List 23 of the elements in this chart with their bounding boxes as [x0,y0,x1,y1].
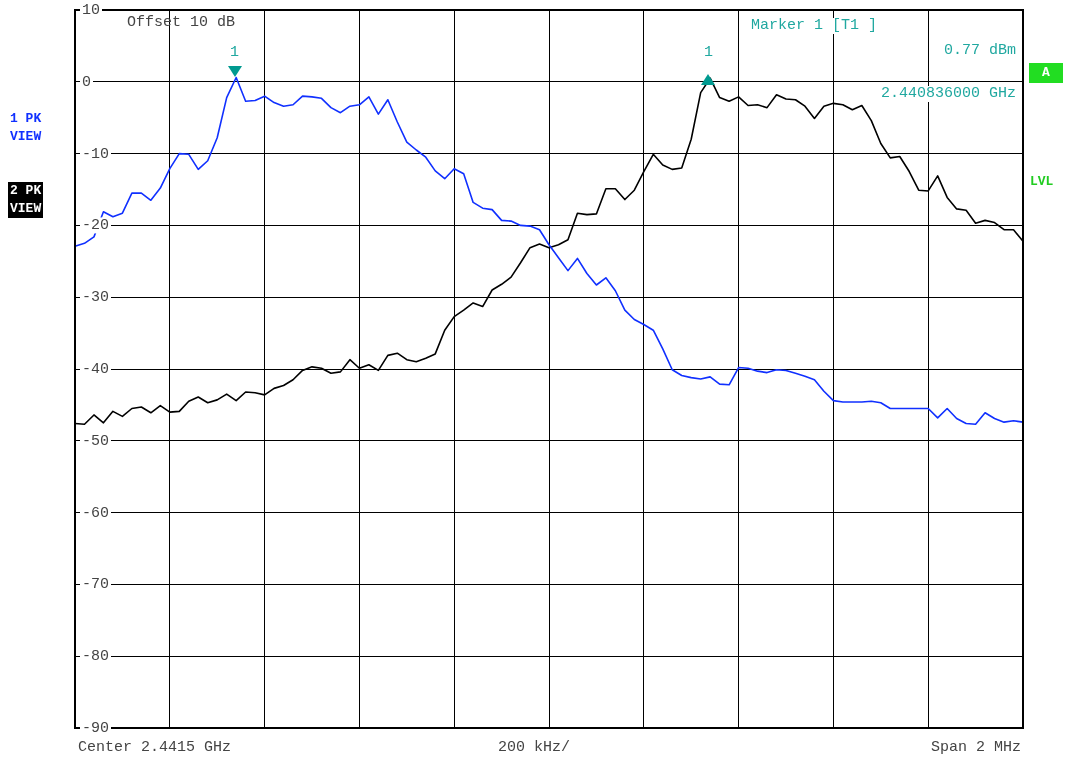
text: 200 kHz/ [498,739,571,756]
annotation: Marker 1 [T1 ] [751,17,878,34]
y-tick-label: -90 [82,719,110,737]
y-tick-label: 0 [82,73,92,91]
y-tick-label: -40 [82,360,110,378]
text: 2 PK VIEW [10,182,42,218]
annotation: 1 [704,44,714,61]
text: A [1029,63,1063,83]
annotation: 1 [230,44,240,61]
text: 1 PK VIEW [10,110,42,146]
y-tick-label: -60 [82,504,110,522]
y-tick-label: -80 [82,648,110,666]
y-tick-label: -50 [82,432,110,450]
annotation: 0.77 dBm [943,42,1016,59]
text: Span 2 MHz [930,739,1021,756]
y-tick-label: -30 [82,289,110,307]
y-tick-label: -10 [82,145,110,163]
y-tick-label: -20 [82,217,110,235]
y-tick-label: 10 [82,1,101,19]
text: Center 2.4415 GHz [78,739,232,756]
text: LVL [1030,174,1054,190]
y-tick-label: -70 [82,576,110,594]
annotation: 2.440836000 GHz [880,85,1016,102]
